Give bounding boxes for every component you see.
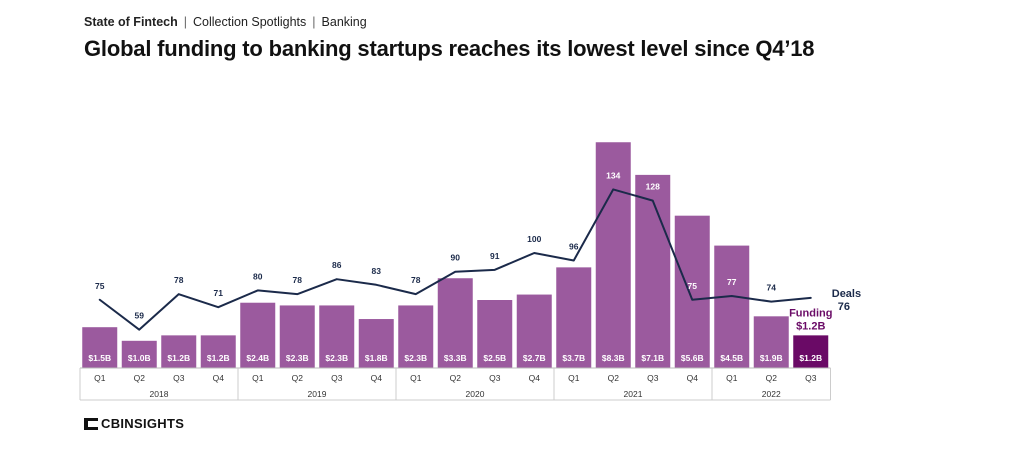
cbinsights-logo: CBINSIGHTS <box>84 416 184 431</box>
funding-bar-label: $2.3B <box>325 353 348 363</box>
funding-latest-value: $1.2B <box>796 320 825 332</box>
funding-bar-label: $3.3B <box>444 353 467 363</box>
quarter-tick-label: Q3 <box>805 373 817 383</box>
quarter-tick-label: Q3 <box>489 373 501 383</box>
deals-point-label: 74 <box>767 283 777 293</box>
deals-point-label: 96 <box>569 241 579 251</box>
funding-bar-label: $1.0B <box>128 353 151 363</box>
funding-bar-label: $2.7B <box>523 353 546 363</box>
deals-line <box>98 188 812 331</box>
funding-bar-label: $3.7B <box>562 353 585 363</box>
quarter-tick-label: Q3 <box>331 373 343 383</box>
funding-bar-label: $1.2B <box>167 353 190 363</box>
funding-deals-chart: $1.5B $1.0B $1.2B $1.2B $2.4B $2.3B $2.3B $1.8B… <box>79 142 861 401</box>
breadcrumb-item-banking[interactable]: Banking <box>321 15 367 29</box>
deals-point-label: 128 <box>646 182 660 192</box>
quarter-tick-label: Q1 <box>726 373 738 383</box>
year-label: 2021 <box>624 389 643 399</box>
funding-bar <box>240 302 276 368</box>
funding-bar-label: $5.6B <box>681 353 704 363</box>
funding-bar-label: $2.4B <box>246 353 269 363</box>
breadcrumb-item-state-of-fintech[interactable]: State of Fintech <box>84 15 178 29</box>
year-label: 2019 <box>308 389 327 399</box>
deals-point-label: 78 <box>174 275 184 285</box>
funding-bar <box>161 335 197 368</box>
breadcrumb-separator: | <box>183 15 188 29</box>
quarter-tick-label: Q4 <box>371 373 383 383</box>
funding-bar <box>556 267 592 368</box>
funding-series-label: Funding <box>789 307 832 319</box>
deals-series-label: Deals <box>832 288 861 300</box>
funding-bar <box>358 319 394 368</box>
quarter-tick-label: Q1 <box>568 373 580 383</box>
quarter-tick-label: Q2 <box>292 373 304 383</box>
deals-point-label: 80 <box>253 271 263 281</box>
funding-bar-label: $1.8B <box>365 353 388 363</box>
deals-point-label: 75 <box>688 281 698 291</box>
funding-bar <box>793 335 829 368</box>
funding-bar-label: $2.3B <box>286 353 309 363</box>
quarter-tick-label: Q3 <box>647 373 659 383</box>
quarter-tick-label: Q1 <box>94 373 106 383</box>
quarter-tick-label: Q1 <box>410 373 422 383</box>
funding-bar <box>595 142 631 368</box>
funding-bar-label: $1.9B <box>760 353 783 363</box>
funding-bar <box>319 305 355 368</box>
funding-bar-label: $2.3B <box>404 353 427 363</box>
quarter-tick-label: Q4 <box>687 373 699 383</box>
deals-point-label: 77 <box>727 277 737 287</box>
deals-point-label: 71 <box>214 288 224 298</box>
quarter-tick-label: Q4 <box>529 373 541 383</box>
funding-bar <box>674 215 710 368</box>
funding-bar-label: $7.1B <box>641 353 664 363</box>
cbinsights-logo-icon <box>84 417 98 430</box>
deals-point-label: 86 <box>332 260 342 270</box>
cbinsights-logo-text: CBINSIGHTS <box>101 416 185 431</box>
quarter-tick-label: Q2 <box>766 373 778 383</box>
deals-point-label: 75 <box>95 281 105 291</box>
breadcrumb-separator: | <box>312 15 316 29</box>
funding-bar <box>635 174 671 368</box>
funding-bar <box>516 294 552 368</box>
quarter-tick-label: Q4 <box>213 373 225 383</box>
funding-bar <box>437 278 473 368</box>
year-label: 2018 <box>150 389 169 399</box>
funding-bar-label: $8.3B <box>602 353 625 363</box>
funding-bar-label: $4.5B <box>720 353 743 363</box>
funding-bar <box>121 340 157 368</box>
breadcrumb: State of Fintech | Collection Spotlights | B… <box>84 15 367 29</box>
deals-point-label: 83 <box>372 266 382 276</box>
deals-latest-value: 76 <box>838 301 850 313</box>
quarter-tick-label: Q2 <box>450 373 462 383</box>
funding-bar-label: $1.2B <box>207 353 230 363</box>
funding-bar-label: $1.2B <box>799 353 822 363</box>
quarter-tick-label: Q3 <box>173 373 185 383</box>
deals-point-label: 91 <box>490 251 500 261</box>
funding-bar <box>398 305 434 368</box>
deals-point-label: 100 <box>527 234 541 244</box>
quarter-tick-label: Q2 <box>134 373 146 383</box>
quarter-tick-label: Q2 <box>608 373 620 383</box>
deals-point-label: 90 <box>451 253 461 263</box>
funding-bar <box>279 305 315 368</box>
deals-point-label: 59 <box>135 311 145 321</box>
funding-bar <box>82 327 118 368</box>
breadcrumb-item-collection-spotlights[interactable]: Collection Spotlights <box>193 15 307 29</box>
deals-point-label: 78 <box>293 275 303 285</box>
funding-bar <box>477 300 513 368</box>
funding-bar <box>753 316 789 368</box>
year-label: 2022 <box>762 389 781 399</box>
funding-bar-label: $2.5B <box>483 353 506 363</box>
funding-bar <box>714 245 750 368</box>
quarter-tick-label: Q1 <box>252 373 264 383</box>
deals-point-label: 78 <box>411 275 421 285</box>
page-title: Global funding to banking startups reach… <box>84 36 815 61</box>
year-label: 2020 <box>466 389 485 399</box>
funding-bar-label: $1.5B <box>88 353 111 363</box>
funding-bar <box>200 335 236 368</box>
deals-point-label: 134 <box>606 170 620 180</box>
